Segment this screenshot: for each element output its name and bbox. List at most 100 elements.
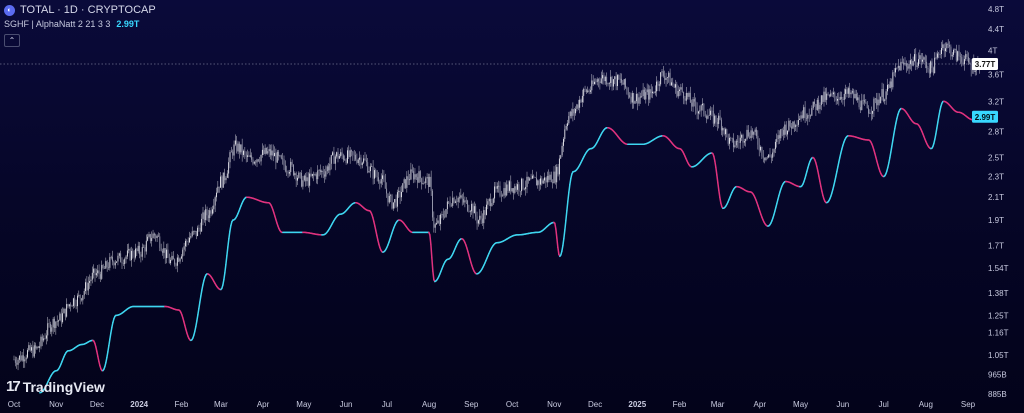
chevron-up-icon[interactable]: ⌃ bbox=[4, 34, 20, 47]
candle-body bbox=[895, 68, 896, 72]
candle-body bbox=[327, 166, 328, 171]
candle-body bbox=[31, 347, 32, 350]
candle-body bbox=[315, 174, 316, 175]
indicator-line-segment bbox=[229, 231, 230, 238]
candle-body bbox=[389, 196, 390, 202]
candle-body bbox=[458, 198, 459, 202]
indicator-line-segment bbox=[720, 198, 721, 204]
candle-body bbox=[402, 183, 403, 192]
candle-body bbox=[209, 210, 210, 218]
y-tick-label: 1.16T bbox=[988, 328, 1009, 337]
indicator-legend[interactable]: SGHF | AlphaNatt 2 21 3 3 2.99T bbox=[4, 19, 139, 29]
candle-body bbox=[525, 187, 526, 189]
candle-body bbox=[820, 105, 821, 109]
candle-body bbox=[131, 251, 132, 260]
candle-body bbox=[884, 99, 885, 101]
candle-body bbox=[139, 246, 140, 254]
candle-body bbox=[811, 108, 812, 116]
indicator-line-segment bbox=[715, 161, 716, 167]
candle-body bbox=[745, 139, 746, 141]
candle-body bbox=[541, 178, 542, 183]
candle-body bbox=[138, 246, 139, 251]
symbol-title[interactable]: TOTAL · 1D · CRYPTOCAP bbox=[20, 4, 156, 16]
candle-body bbox=[489, 199, 490, 201]
candle-body bbox=[485, 210, 486, 215]
candle-body bbox=[674, 85, 675, 88]
candle-body bbox=[324, 174, 325, 176]
candle-body bbox=[799, 119, 800, 120]
candle-body bbox=[211, 210, 212, 213]
candle-body bbox=[739, 142, 740, 143]
candle-body bbox=[764, 158, 765, 160]
candle-body bbox=[697, 108, 698, 113]
candle-body bbox=[845, 89, 846, 94]
candle-body bbox=[244, 151, 245, 154]
candle-body bbox=[153, 234, 154, 239]
candle-body bbox=[643, 90, 644, 96]
candle-body bbox=[771, 157, 772, 158]
candle-body bbox=[579, 100, 580, 108]
x-tick-label: Feb bbox=[673, 400, 687, 409]
candle-body bbox=[948, 44, 949, 45]
y-tick-label: 1.38T bbox=[988, 289, 1009, 298]
candle-body bbox=[173, 256, 174, 259]
candle-body bbox=[258, 159, 259, 161]
candle-body bbox=[500, 186, 501, 196]
candle-body bbox=[111, 257, 112, 258]
candle-body bbox=[805, 107, 806, 118]
candle-body bbox=[695, 102, 696, 109]
candle-body bbox=[949, 45, 950, 47]
candle-body bbox=[18, 360, 19, 365]
y-tick-label: 4.4T bbox=[988, 25, 1004, 34]
candle-body bbox=[833, 93, 834, 95]
candle-body bbox=[682, 87, 683, 92]
candle-body bbox=[112, 257, 113, 262]
indicator-line-segment bbox=[565, 221, 566, 230]
candle-body bbox=[648, 89, 649, 99]
candle-body bbox=[531, 178, 532, 179]
x-tick-label: 2024 bbox=[130, 400, 148, 409]
candle-body bbox=[406, 176, 407, 188]
y-tick-label: 1.25T bbox=[988, 311, 1009, 320]
candle-body bbox=[737, 141, 738, 142]
candle-body bbox=[289, 172, 290, 173]
indicator-line-segment bbox=[895, 123, 896, 128]
candle-body bbox=[532, 176, 533, 179]
candle-body bbox=[223, 173, 224, 188]
candle-body bbox=[479, 216, 480, 220]
candle-body bbox=[123, 263, 124, 264]
indicator-line-segment bbox=[227, 247, 228, 256]
candle-body bbox=[864, 100, 865, 103]
candle-body bbox=[829, 94, 830, 96]
candle-body bbox=[753, 132, 754, 135]
candle-body bbox=[410, 169, 411, 179]
candle-body bbox=[181, 256, 182, 258]
candle-body bbox=[840, 97, 841, 100]
candle-body bbox=[415, 174, 416, 179]
indicator-line-segment bbox=[558, 247, 559, 254]
candle-body bbox=[575, 109, 576, 113]
y-tick-label: 1.54T bbox=[988, 264, 1009, 273]
candle-body bbox=[397, 192, 398, 207]
candle-body bbox=[273, 150, 274, 156]
candle-body bbox=[69, 304, 70, 306]
candle-body bbox=[521, 179, 522, 191]
candle-body bbox=[778, 135, 779, 139]
candle-body bbox=[694, 99, 695, 101]
candle-body bbox=[128, 249, 129, 250]
indicator-line-segment bbox=[431, 244, 432, 258]
candle-body bbox=[767, 157, 768, 158]
candle-body bbox=[571, 112, 572, 116]
candle-body bbox=[196, 231, 197, 236]
candle-body bbox=[462, 195, 463, 199]
candle-body bbox=[456, 201, 457, 202]
indicator-line-segment bbox=[935, 134, 936, 139]
candle-body bbox=[298, 173, 299, 178]
candle-body bbox=[463, 199, 464, 203]
candle-body bbox=[68, 304, 69, 306]
candle-body bbox=[822, 95, 823, 102]
x-tick-label: Oct bbox=[8, 400, 21, 409]
candle-body bbox=[836, 97, 837, 101]
